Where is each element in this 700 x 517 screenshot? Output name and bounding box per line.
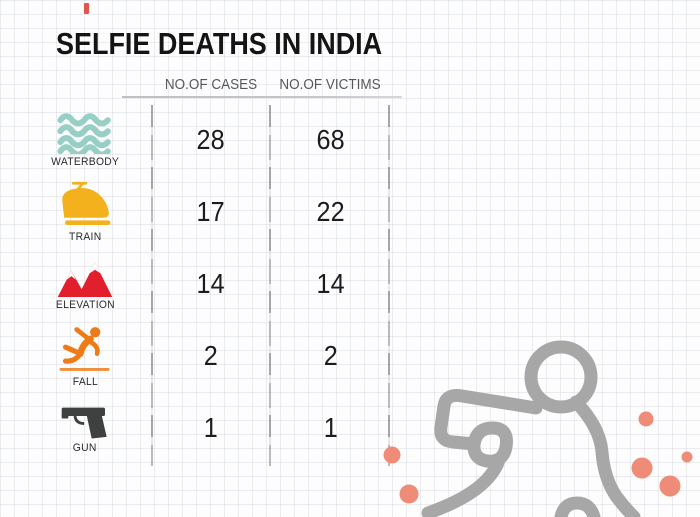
category-label: WATERBODY	[50, 156, 120, 168]
cases-value: 28	[196, 124, 226, 155]
waterbody-icon	[56, 112, 114, 154]
cases-cell: 14	[152, 248, 270, 320]
table-row: TRAIN 17 22	[0, 176, 392, 248]
cases-value: 17	[196, 196, 226, 227]
blood-spatter-dots	[383, 411, 693, 504]
victims-cell: 1	[270, 392, 392, 464]
category-label: GUN	[73, 442, 97, 454]
table-row: ELEVATION 14 14	[0, 248, 392, 320]
category-cell: FALL	[0, 320, 152, 392]
category-cell: TRAIN	[0, 176, 152, 248]
train-icon	[56, 181, 114, 229]
category-label: FALL	[72, 376, 98, 388]
category-cell: ELEVATION	[0, 248, 152, 320]
header-underline	[122, 96, 402, 98]
table-row: FALL 2 2	[0, 320, 392, 392]
victims-cell: 14	[270, 248, 392, 320]
category-cell: GUN	[0, 392, 152, 464]
table-divider-line	[269, 105, 271, 466]
victims-value: 2	[323, 340, 339, 371]
table-divider-line	[388, 105, 390, 466]
table-row: GUN 1 1	[0, 392, 392, 464]
cases-cell: 17	[152, 176, 270, 248]
victims-value: 22	[316, 196, 346, 227]
table-row: WATERBODY 28 68	[0, 104, 392, 176]
page-title: SELFIE DEATHS IN INDIA	[56, 26, 383, 61]
victims-cell: 2	[270, 320, 392, 392]
victims-cell: 22	[270, 176, 392, 248]
cases-value: 1	[203, 412, 219, 443]
column-header-victims: NO.OF VICTIMS	[279, 76, 381, 93]
red-tick-mark	[84, 3, 89, 14]
victims-value: 14	[316, 268, 346, 299]
cases-value: 2	[203, 340, 219, 371]
victims-value: 1	[323, 412, 339, 443]
category-cell: WATERBODY	[0, 104, 152, 176]
table-divider-line	[151, 105, 153, 466]
fall-icon	[59, 324, 111, 374]
elevation-icon	[57, 257, 113, 297]
chalk-body-outline-icon	[421, 340, 641, 517]
category-label: ELEVATION	[55, 299, 115, 311]
gun-icon	[60, 402, 110, 440]
cases-cell: 28	[152, 104, 270, 176]
cases-cell: 2	[152, 320, 270, 392]
column-header-cases: NO.OF CASES	[164, 76, 258, 93]
victims-value: 68	[316, 124, 346, 155]
category-label: TRAIN	[68, 231, 102, 243]
cases-cell: 1	[152, 392, 270, 464]
victims-cell: 68	[270, 104, 392, 176]
cases-value: 14	[196, 268, 226, 299]
